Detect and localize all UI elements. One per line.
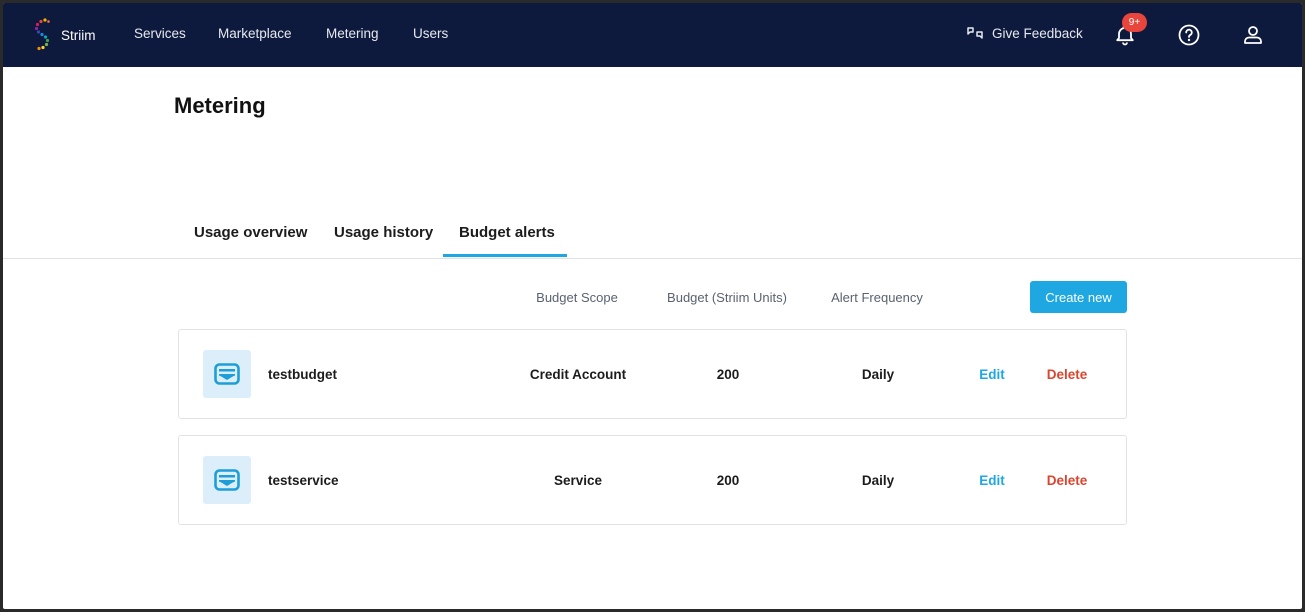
delete-link[interactable]: Delete [1046, 367, 1088, 382]
tab-usage-overview[interactable]: Usage overview [194, 224, 308, 241]
budget-scope-value: Service [553, 473, 603, 488]
feedback-icon [967, 27, 983, 39]
column-header-alert-frequency: Alert Frequency [831, 290, 923, 305]
budget-name: testbudget [268, 367, 337, 382]
nav-item-services[interactable]: Services [134, 26, 186, 41]
column-header-budget-scope: Budget Scope [536, 290, 618, 305]
budget-alert-row: testbudget Credit Account 200 Daily Edit… [178, 329, 1127, 419]
create-new-button[interactable]: Create new [1030, 281, 1127, 313]
help-icon[interactable] [1177, 23, 1201, 47]
wallet-icon [203, 456, 251, 504]
nav-item-marketplace[interactable]: Marketplace [218, 26, 292, 41]
budget-alert-row: testservice Service 200 Daily Edit Delet… [178, 435, 1127, 525]
column-header-budget: Budget (Striim Units) [667, 290, 787, 305]
brand-name: Striim [61, 27, 96, 43]
budget-name: testservice [268, 473, 339, 488]
top-navigation-bar: Striim Services Marketplace Metering Use… [3, 3, 1302, 67]
give-feedback-button[interactable]: Give Feedback [966, 25, 1083, 41]
feedback-label: Give Feedback [992, 25, 1083, 41]
wallet-icon [203, 350, 251, 398]
active-tab-indicator [443, 254, 567, 257]
tab-usage-history[interactable]: Usage history [334, 224, 434, 241]
nav-item-users[interactable]: Users [413, 26, 449, 41]
nav-item-metering[interactable]: Metering [326, 26, 379, 41]
user-icon[interactable] [1241, 23, 1265, 47]
striim-logo-icon [34, 18, 50, 51]
brand[interactable]: Striim [31, 17, 96, 53]
page-title: Metering [174, 93, 266, 118]
app-window: Striim Services Marketplace Metering Use… [3, 3, 1302, 609]
tabs-divider [3, 258, 1302, 259]
edit-link[interactable]: Edit [979, 473, 1005, 488]
delete-link[interactable]: Delete [1046, 473, 1088, 488]
edit-link[interactable]: Edit [979, 367, 1005, 382]
alert-frequency-value: Daily [861, 367, 895, 382]
alert-frequency-value: Daily [861, 473, 895, 488]
budget-value: 200 [716, 367, 740, 382]
budget-scope-value: Credit Account [529, 367, 627, 382]
tab-budget-alerts[interactable]: Budget alerts [459, 224, 555, 241]
notification-badge: 9+ [1122, 13, 1147, 32]
budget-value: 200 [716, 473, 740, 488]
